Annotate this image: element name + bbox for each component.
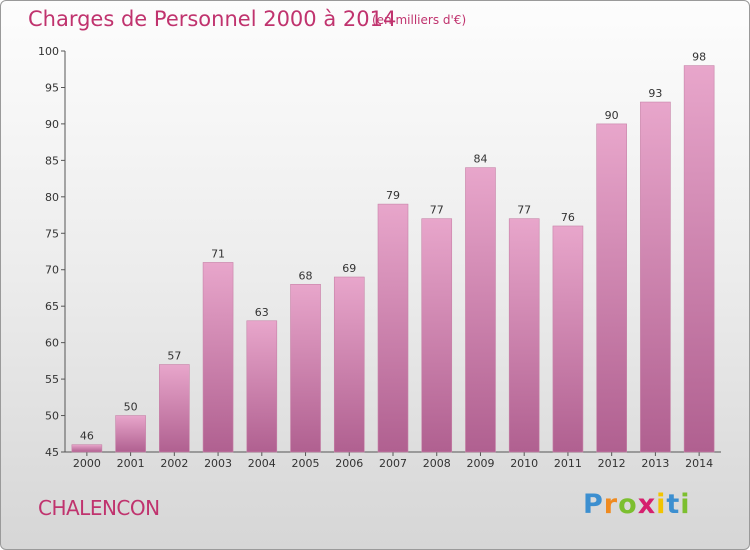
x-tick-label: 2011 (554, 457, 582, 470)
y-tick-label: 55 (45, 373, 59, 386)
bar-value-label: 77 (430, 204, 444, 217)
y-tick-label: 70 (45, 264, 59, 277)
bar (552, 225, 584, 453)
chart-subtitle: (en milliers d'€) (372, 13, 467, 27)
bar (71, 444, 103, 453)
bar-value-label: 93 (648, 87, 662, 100)
bar-value-label: 90 (605, 109, 619, 122)
x-tick-label: 2002 (160, 457, 188, 470)
bar (465, 167, 496, 453)
commune-name: CHALENCON (38, 496, 160, 520)
bar-value-label: 77 (517, 204, 531, 217)
y-tick-label: 90 (45, 118, 59, 131)
x-tick-label: 2006 (335, 457, 363, 470)
logo-letter: r (603, 489, 619, 520)
x-tick-label: 2013 (641, 457, 669, 470)
y-tick-label: 60 (45, 337, 59, 350)
x-tick-label: 2008 (423, 457, 451, 470)
bar-value-label: 76 (561, 211, 575, 224)
bar (202, 262, 234, 453)
x-tick-label: 2001 (117, 457, 145, 470)
x-tick-label: 2005 (292, 457, 320, 470)
bar (377, 203, 409, 453)
chart-title: Charges de Personnel 2000 à 2014 (28, 7, 397, 31)
bar (596, 123, 627, 453)
logo-letter: o (618, 489, 638, 520)
proxiti-logo: Proxiti (583, 489, 691, 520)
logo-letter: t (666, 489, 681, 520)
bar-value-label: 71 (211, 247, 225, 260)
bar (115, 415, 146, 453)
x-tick-label: 2003 (204, 457, 232, 470)
x-tick-label: 2007 (379, 457, 407, 470)
bar (683, 65, 715, 453)
x-tick-label: 2000 (73, 457, 101, 470)
bar-value-label: 57 (167, 350, 181, 363)
bar (508, 218, 540, 453)
x-tick-label: 2010 (510, 457, 538, 470)
y-tick-label: 65 (45, 300, 59, 313)
bar-value-label: 69 (342, 262, 356, 275)
logo-letter: i (680, 489, 691, 520)
logo-letter: i (656, 489, 667, 520)
logo-letter: x (637, 489, 657, 520)
bar-value-label: 63 (255, 306, 269, 319)
y-tick-label: 75 (45, 227, 59, 240)
bar (333, 276, 365, 453)
bar (159, 364, 190, 453)
bar (640, 101, 671, 453)
x-tick-label: 2009 (466, 457, 494, 470)
logo-letter: P (583, 489, 604, 520)
y-tick-label: 45 (45, 446, 59, 459)
bar-value-label: 68 (299, 269, 313, 282)
y-tick-label: 100 (38, 45, 59, 58)
bar-value-label: 84 (473, 153, 487, 166)
bar-value-label: 50 (124, 401, 138, 414)
bar-value-label: 79 (386, 189, 400, 202)
x-tick-label: 2004 (248, 457, 276, 470)
y-tick-label: 95 (45, 81, 59, 94)
bar (421, 218, 453, 453)
bar-value-label: 46 (80, 430, 94, 443)
x-tick-label: 2012 (598, 457, 626, 470)
y-tick-label: 80 (45, 191, 59, 204)
bar-value-label: 98 (692, 51, 706, 64)
x-tick-label: 2014 (685, 457, 713, 470)
bar (246, 320, 278, 453)
bar (290, 284, 321, 453)
y-tick-label: 50 (45, 410, 59, 423)
y-tick-label: 85 (45, 154, 59, 167)
